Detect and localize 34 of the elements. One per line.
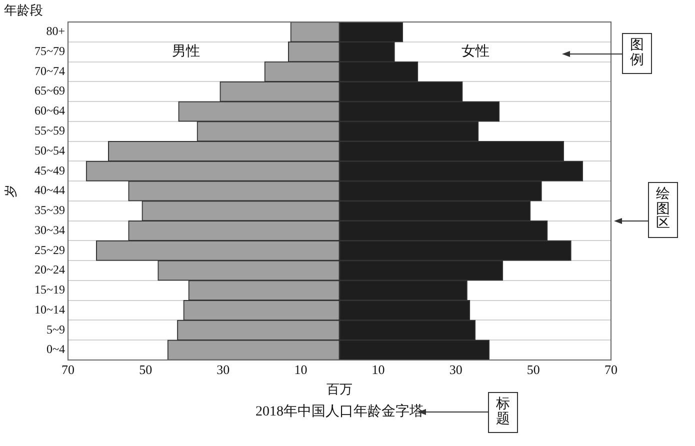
text: 男性 (172, 43, 200, 60)
callout-frame: 图例 (622, 33, 652, 74)
series-label: 女性 (461, 43, 490, 60)
y-tick-label: 50~54 (34, 143, 65, 158)
x-tick-label: 70 (62, 362, 74, 378)
y-tick-label: 5~9 (46, 322, 65, 336)
y-tick-label: 40~44 (34, 183, 65, 198)
y-tick-label: 65~69 (34, 84, 65, 98)
x-tick-label: 50 (139, 362, 152, 378)
y-tick-label: 15~19 (34, 282, 65, 297)
y-axis-title: 岁 (3, 184, 18, 198)
x-tick-label: 50 (526, 362, 540, 378)
callout-frame: 绘图区 (648, 182, 678, 238)
x-tick-label: 10 (294, 362, 308, 378)
x-tick-label: 10 (372, 362, 385, 378)
callout-frame: 标题 (488, 392, 518, 434)
text: 年龄段 (4, 2, 43, 18)
y-tick-label: 35~39 (34, 203, 65, 218)
y-tick-label: 75~79 (34, 44, 65, 58)
y-tick-label: 55~59 (34, 124, 65, 138)
y-tick-label: 70~74 (34, 64, 65, 78)
y-tick-label: 25~29 (34, 242, 65, 257)
y-tick-label: 80+ (46, 24, 66, 38)
y-tick-label: 10~14 (34, 302, 65, 316)
text: 2018年中国人口年龄金字塔 (256, 404, 424, 420)
x-tick-label: 30 (216, 362, 230, 378)
x-tick-label: 30 (449, 362, 462, 378)
y-tick-label: 45~49 (34, 163, 65, 178)
y-tick-label: 0~4 (46, 342, 65, 356)
y-tick-label: 60~64 (34, 104, 65, 118)
y-tick-label: 20~24 (34, 262, 65, 277)
y-tick-label: 30~34 (34, 222, 65, 237)
x-tick-label: 70 (604, 362, 618, 378)
x-axis-title: 百万 (326, 382, 352, 397)
